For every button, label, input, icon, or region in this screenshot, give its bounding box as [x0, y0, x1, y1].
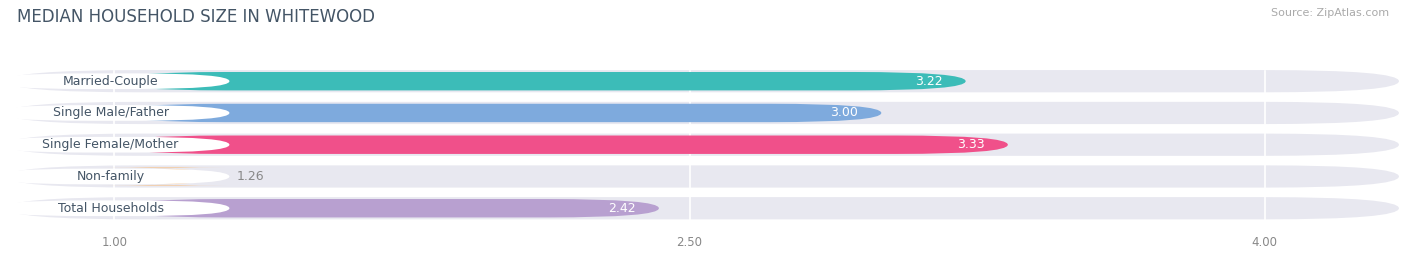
- FancyBboxPatch shape: [7, 197, 1399, 219]
- FancyBboxPatch shape: [114, 72, 966, 90]
- FancyBboxPatch shape: [0, 137, 229, 152]
- FancyBboxPatch shape: [114, 199, 659, 217]
- Text: 3.33: 3.33: [957, 138, 984, 151]
- FancyBboxPatch shape: [7, 70, 1399, 92]
- Text: Single Female/Mother: Single Female/Mother: [42, 138, 179, 151]
- FancyBboxPatch shape: [0, 73, 229, 89]
- Text: 2.42: 2.42: [609, 202, 636, 215]
- Text: Single Male/Father: Single Male/Father: [52, 106, 169, 120]
- Text: Married-Couple: Married-Couple: [63, 75, 159, 88]
- FancyBboxPatch shape: [7, 134, 1399, 156]
- FancyBboxPatch shape: [7, 102, 1399, 124]
- Text: Source: ZipAtlas.com: Source: ZipAtlas.com: [1271, 8, 1389, 18]
- FancyBboxPatch shape: [114, 104, 882, 122]
- Text: Total Households: Total Households: [58, 202, 163, 215]
- FancyBboxPatch shape: [114, 136, 1008, 154]
- Text: 1.26: 1.26: [238, 170, 264, 183]
- Text: 3.00: 3.00: [831, 106, 858, 120]
- Text: 3.22: 3.22: [915, 75, 942, 88]
- FancyBboxPatch shape: [103, 167, 225, 186]
- Text: MEDIAN HOUSEHOLD SIZE IN WHITEWOOD: MEDIAN HOUSEHOLD SIZE IN WHITEWOOD: [17, 8, 375, 26]
- FancyBboxPatch shape: [0, 105, 229, 121]
- Text: Non-family: Non-family: [76, 170, 145, 183]
- FancyBboxPatch shape: [0, 169, 229, 184]
- FancyBboxPatch shape: [0, 200, 229, 216]
- FancyBboxPatch shape: [7, 165, 1399, 188]
